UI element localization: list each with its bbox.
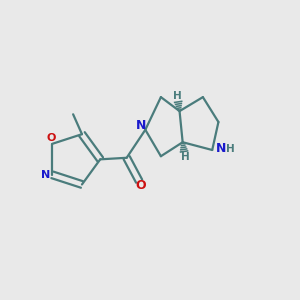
Text: N: N — [216, 142, 226, 154]
Text: O: O — [135, 179, 146, 192]
Text: O: O — [46, 133, 56, 143]
Text: H: H — [173, 91, 182, 101]
Text: H: H — [226, 144, 235, 154]
Text: N: N — [136, 119, 146, 132]
Text: N: N — [41, 170, 50, 180]
Text: H: H — [181, 152, 190, 163]
